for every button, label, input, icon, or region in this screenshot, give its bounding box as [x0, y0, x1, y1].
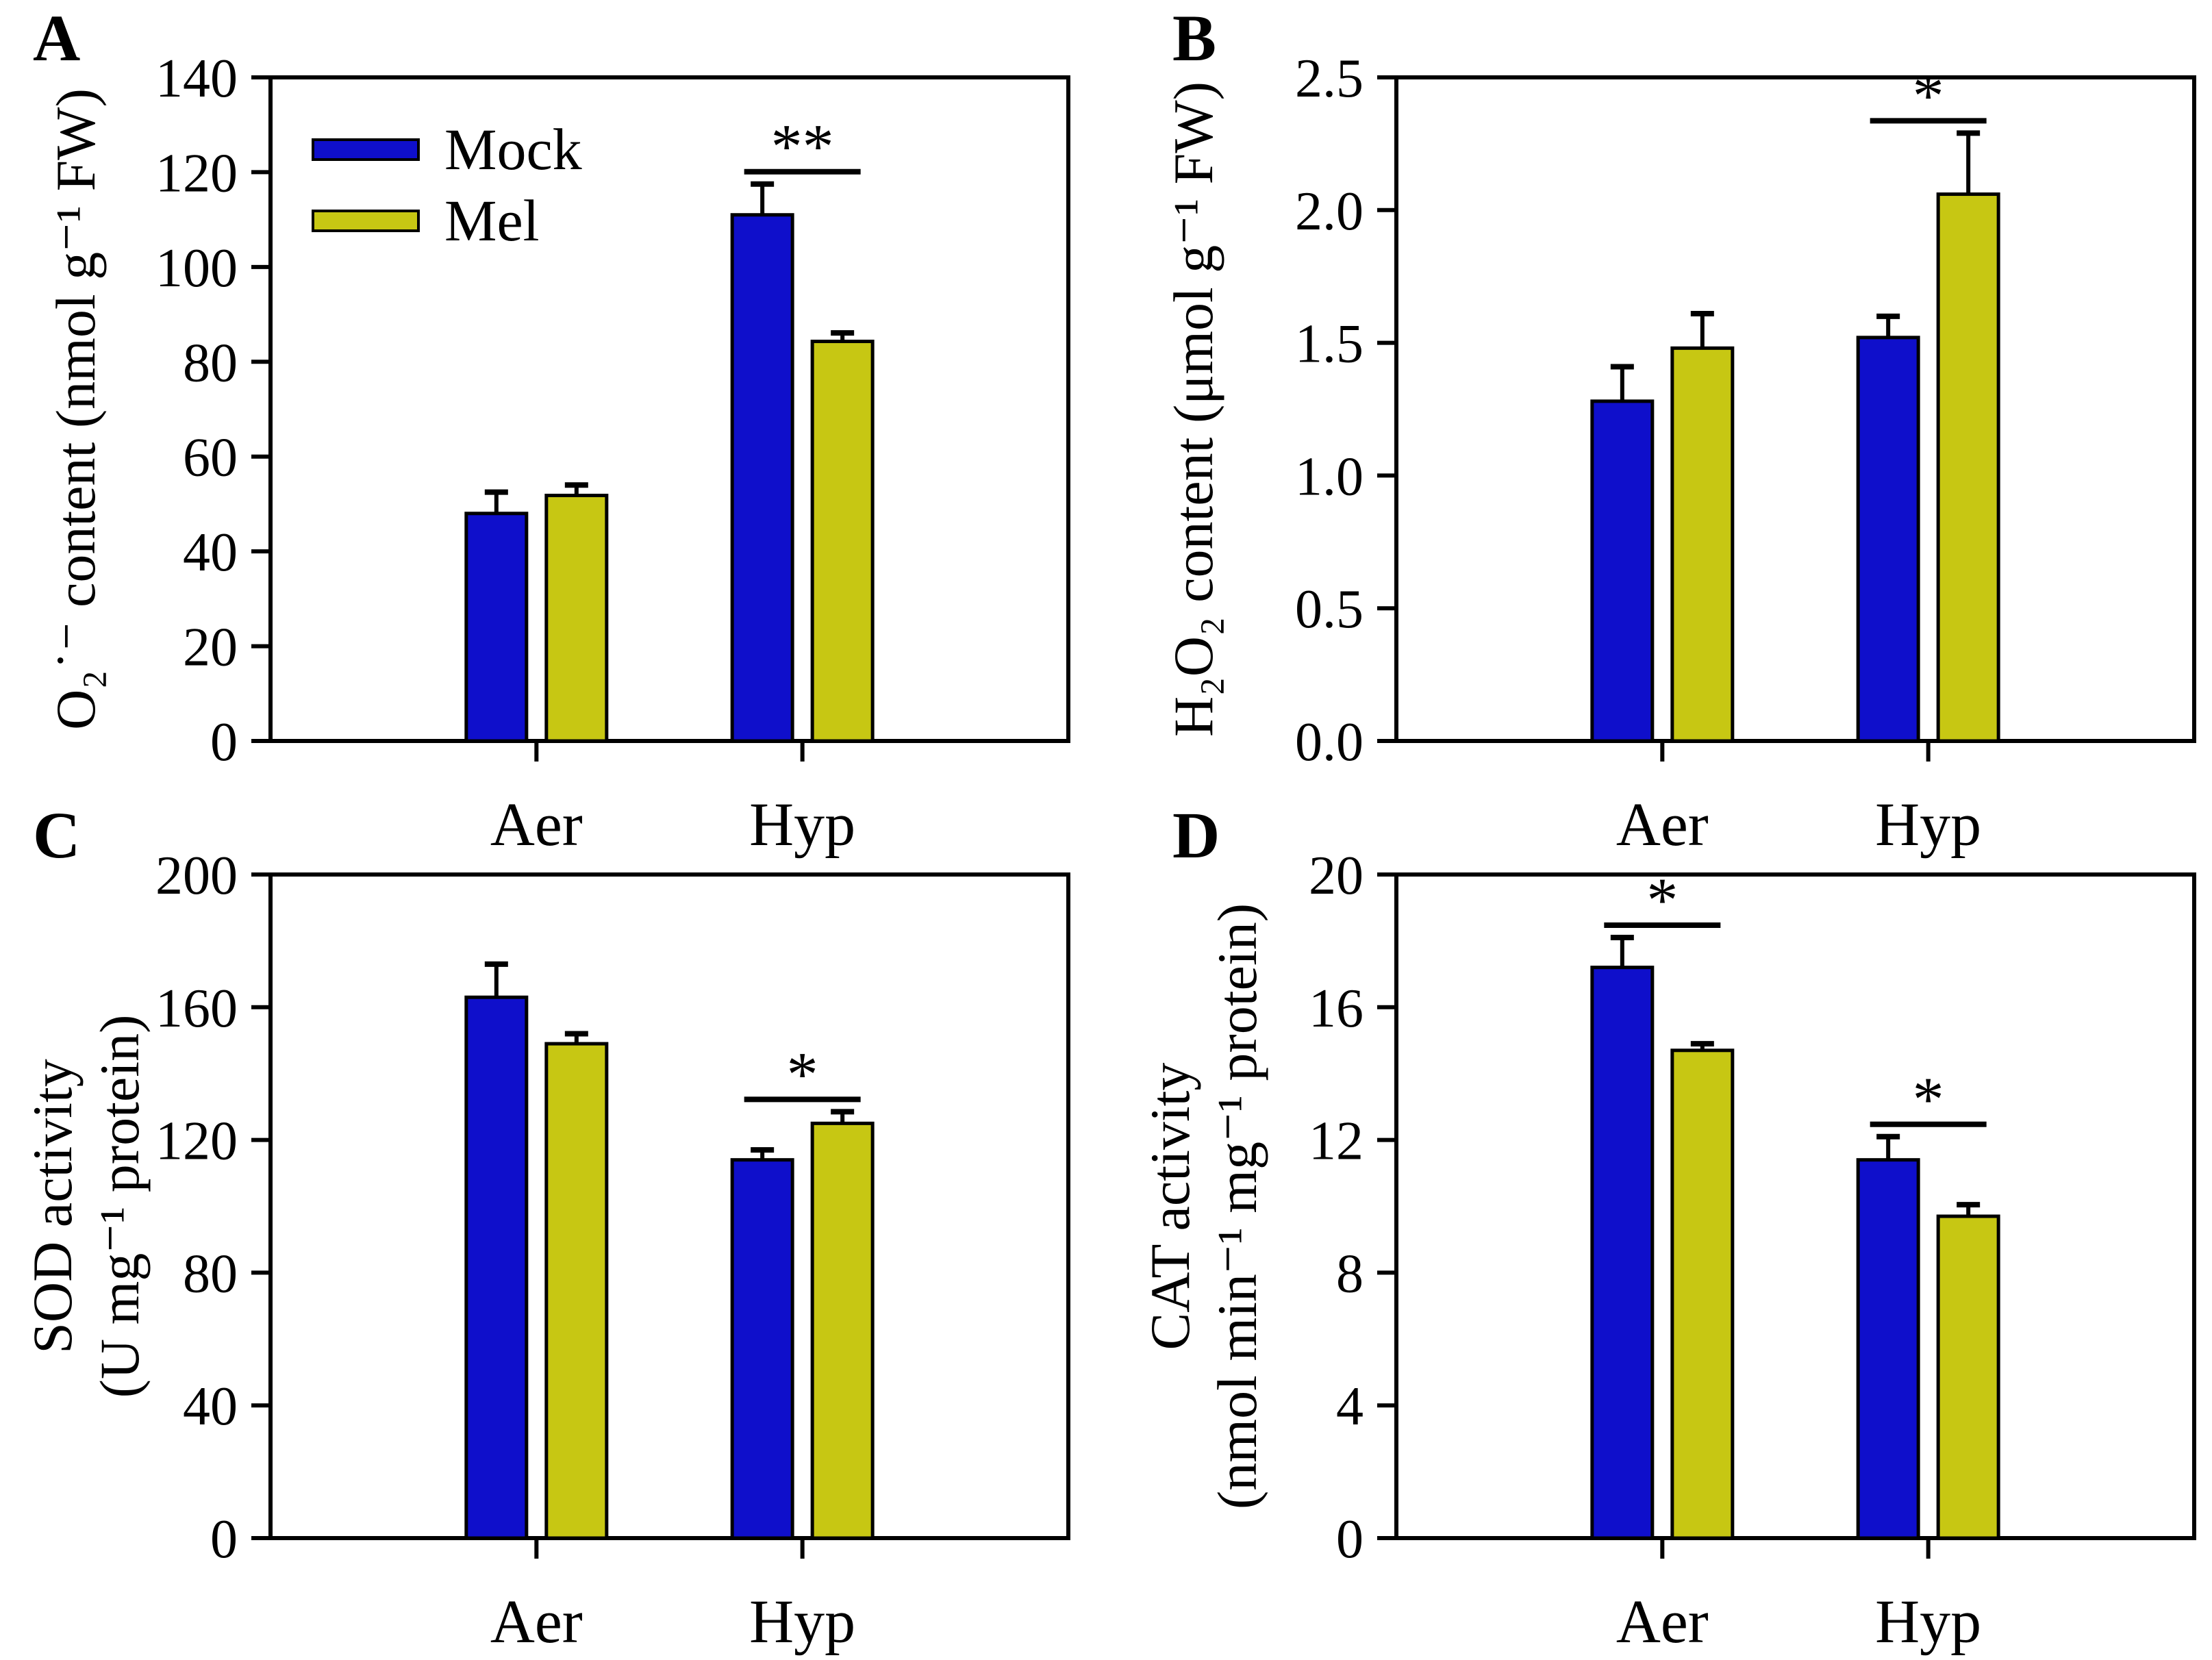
y-tick-label: 140 [155, 49, 238, 109]
y-tick-label: 4 [1336, 1376, 1363, 1437]
y-tick-label: 16 [1309, 979, 1363, 1039]
panel-a-letter: A [33, 1, 81, 75]
y-tick-label: 120 [155, 143, 238, 203]
legend-label-mel: Mel [444, 188, 540, 253]
legend: Mock Mel [312, 114, 582, 256]
significance-marker: ** [771, 112, 834, 181]
mel-color-swatch [312, 209, 420, 232]
bar-aer-mel [1670, 1048, 1735, 1540]
y-tick-label: 200 [155, 846, 238, 906]
bar-hyp-mel [1936, 1214, 2000, 1540]
y-tick-label: 2.0 [1295, 181, 1363, 242]
bar-hyp-mock [1856, 336, 1920, 743]
panel-d-letter: D [1172, 798, 1220, 872]
panel-c-y-axis-label: SOD activity (U mg⁻¹ protein) [19, 875, 153, 1538]
bar-hyp-mel [1936, 192, 2000, 743]
y-tick-label: 0.5 [1295, 579, 1363, 640]
y-tick-label: 12 [1309, 1111, 1363, 1172]
significance-marker: * [787, 1039, 818, 1109]
y-tick-label: 60 [183, 428, 238, 488]
x-category-label: Hyp [749, 1588, 855, 1656]
x-category-label: Aer [1616, 1588, 1709, 1656]
bar-hyp-mock [730, 1158, 794, 1540]
panel-d-plot: 0 4 8 12 16 20 Aer Hyp * * [1309, 846, 2196, 1656]
bar-hyp-mock [1856, 1158, 1920, 1540]
y-tick-label: 80 [183, 1244, 238, 1304]
bar-aer-mock [464, 512, 529, 743]
bar-aer-mel [544, 1042, 609, 1540]
y-tick-label: 160 [155, 979, 238, 1039]
x-category-label: Hyp [1875, 791, 1981, 859]
y-tick-label: 0 [210, 712, 238, 772]
y-axis-label-line: (nmol min⁻¹ mg⁻¹ protein) [1206, 903, 1268, 1510]
legend-label-mock: Mock [444, 116, 582, 182]
plot-frame [1394, 872, 2196, 1540]
bar-aer-mock [1590, 399, 1655, 743]
y-axis-label-line: SOD activity [21, 1059, 84, 1354]
x-category-label: Hyp [1875, 1588, 1981, 1656]
panel-c-plot: 0 40 80 120 160 200 Aer Hyp * [155, 846, 1070, 1656]
panel-d-y-axis-label: CAT activity (nmol min⁻¹ mg⁻¹ protein) [1137, 875, 1271, 1538]
plot-frame [1394, 75, 2196, 743]
y-axis-label-line: H₂O₂ content (μmol g⁻¹ FW) [1162, 81, 1224, 737]
y-axis-label-line: CAT activity [1139, 1062, 1201, 1350]
y-axis-label-line: O₂˙⁻ content (nmol g⁻¹ FW) [45, 88, 107, 730]
bar-aer-mock [464, 995, 529, 1540]
x-category-label: Aer [490, 791, 583, 859]
y-tick-label: 0 [210, 1509, 238, 1570]
bar-aer-mel [544, 493, 609, 743]
y-tick-label: 2.5 [1295, 49, 1363, 109]
y-tick-label: 100 [155, 238, 238, 299]
panel-b-letter: B [1172, 1, 1217, 75]
plot-frame [268, 75, 1070, 743]
x-category-label: Hyp [749, 791, 855, 859]
y-tick-label: 8 [1336, 1244, 1363, 1304]
panel-b-y-axis-label: H₂O₂ content (μmol g⁻¹ FW) [1160, 77, 1227, 741]
y-tick-label: 40 [183, 1376, 238, 1437]
significance-marker: * [1646, 865, 1678, 935]
y-tick-label: 1.0 [1295, 447, 1363, 507]
legend-item-mel: Mel [312, 185, 582, 256]
bar-hyp-mock [730, 213, 794, 743]
y-tick-label: 1.5 [1295, 314, 1363, 375]
significance-marker: * [1913, 60, 1944, 130]
y-tick-label: 40 [183, 523, 238, 583]
mock-color-swatch [312, 138, 420, 161]
panel-a-plot: 0 20 40 60 80 100 120 140 Aer Hyp ** [155, 49, 1070, 859]
y-tick-label: 120 [155, 1111, 238, 1172]
y-tick-label: 0 [1336, 1509, 1363, 1570]
bar-aer-mel [1670, 346, 1735, 743]
y-tick-label: 20 [1309, 846, 1363, 906]
legend-item-mock: Mock [312, 114, 582, 185]
bar-aer-mock [1590, 966, 1655, 1540]
y-tick-label: 20 [183, 618, 238, 678]
x-category-label: Aer [1616, 791, 1709, 859]
panel-b-plot: 0.0 0.5 1.0 1.5 2.0 2.5 Aer Hyp * [1295, 49, 2196, 859]
x-category-label: Aer [490, 1588, 583, 1656]
y-tick-label: 0.0 [1295, 712, 1363, 772]
significance-marker: * [1913, 1064, 1944, 1134]
panel-a-y-axis-label: O₂˙⁻ content (nmol g⁻¹ FW) [42, 77, 110, 741]
bar-hyp-mel [810, 340, 875, 743]
y-tick-label: 80 [183, 333, 238, 393]
bar-hyp-mel [810, 1121, 875, 1540]
plot-frame [268, 872, 1070, 1540]
y-axis-label-line: (U mg⁻¹ protein) [88, 1014, 151, 1398]
panel-c-letter: C [33, 798, 81, 872]
